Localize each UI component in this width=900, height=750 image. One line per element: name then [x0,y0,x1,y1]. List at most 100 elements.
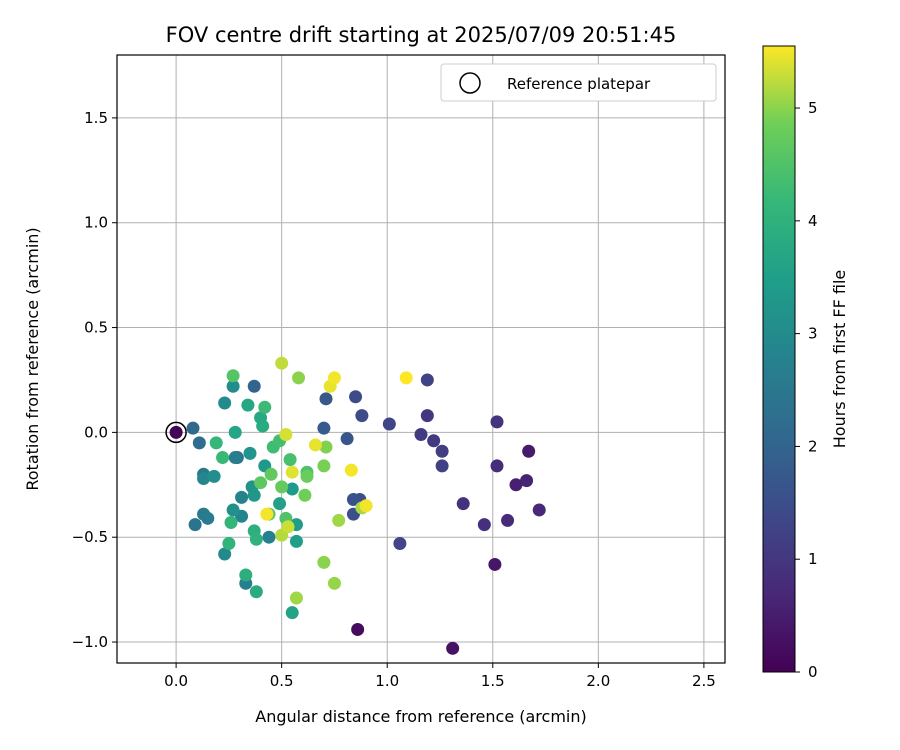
data-point [285,465,299,479]
colorbar-tick-label: 4 [808,212,818,230]
legend-box [440,63,717,102]
data-point [201,511,215,525]
data-point [319,440,333,454]
data-point [289,591,303,605]
data-point [260,507,274,521]
data-point [344,463,358,477]
data-point [319,392,333,406]
data-point [317,459,331,473]
data-point [275,356,289,370]
data-point [308,438,322,452]
y-tick-label: 0.0 [84,423,108,441]
data-point [435,459,449,473]
data-point [186,421,200,435]
data-point [490,459,504,473]
data-point [235,490,249,504]
data-point [226,503,240,517]
data-point [346,492,360,506]
data-point [218,396,232,410]
data-points [165,356,546,655]
y-axis-ticks: −1.0 −0.5 0.0 0.5 1.0 1.5 [72,109,117,651]
data-point [224,516,238,530]
data-point [279,427,293,441]
data-point [188,518,202,532]
data-point [283,453,297,467]
y-tick-label: 1.5 [84,109,108,127]
data-point [226,379,240,393]
x-tick-label: 2.0 [586,672,610,690]
data-point [488,557,502,571]
data-point [382,417,396,431]
y-tick-label: 1.0 [84,214,108,232]
data-point [254,476,268,490]
data-point [228,425,242,439]
colorbar-tick-label: 0 [808,663,818,681]
data-point [327,576,341,590]
data-point [262,530,276,544]
data-point [317,421,331,435]
colorbar-gradient [762,45,796,673]
data-point [351,622,365,636]
x-tick-label: 1.5 [481,672,505,690]
data-point [501,513,515,527]
data-point [241,398,255,412]
data-point [258,400,272,414]
data-point [298,488,312,502]
data-point [289,534,303,548]
data-point [249,532,263,546]
colorbar-tick-label: 1 [808,550,818,568]
data-point [340,432,354,446]
data-point [285,482,299,496]
data-point [249,585,263,599]
data-point [393,536,407,550]
data-point [275,480,289,494]
data-point [256,419,270,433]
data-point [532,503,546,517]
data-point [359,499,373,513]
data-point [300,469,314,483]
data-point [207,469,221,483]
data-point [292,371,306,385]
data-point [490,415,504,429]
data-point [456,497,470,511]
data-point [209,436,223,450]
legend-label-reference: Reference platepar [507,75,651,93]
data-point [273,497,287,511]
data-point [281,520,295,534]
data-point [522,444,536,458]
y-tick-label: −0.5 [72,528,108,546]
chart-title: FOV centre drift starting at 2025/07/09 … [166,23,677,47]
data-point [317,555,331,569]
data-point [427,434,441,448]
colorbar: 0 1 2 3 4 5 Hours from first FF file [762,45,849,681]
legend-marker-reference [459,72,481,94]
data-point [520,474,534,488]
data-point [222,536,236,550]
x-tick-label: 0.0 [164,672,188,690]
grid [117,55,725,663]
x-axis-ticks: 0.0 0.5 1.0 1.5 2.0 2.5 [164,663,716,690]
data-point [226,369,240,383]
y-tick-label: −1.0 [72,633,108,651]
data-point [243,446,257,460]
data-point [399,371,413,385]
data-point [509,478,523,492]
data-point [420,373,434,387]
data-point [285,606,299,620]
data-point [218,547,232,561]
colorbar-tick-label: 2 [808,437,818,455]
x-tick-label: 1.0 [375,672,399,690]
data-point [239,568,253,582]
data-point [327,371,341,385]
data-point [247,488,261,502]
data-point [446,641,460,655]
data-point [420,409,434,423]
x-tick-label: 2.5 [692,672,716,690]
data-point [349,390,363,404]
x-axis-label: Angular distance from reference (arcmin) [255,707,586,726]
data-point [228,451,242,465]
reference-platepar-marker [165,421,187,444]
colorbar-tick-label: 3 [808,325,818,343]
data-point [264,467,278,481]
